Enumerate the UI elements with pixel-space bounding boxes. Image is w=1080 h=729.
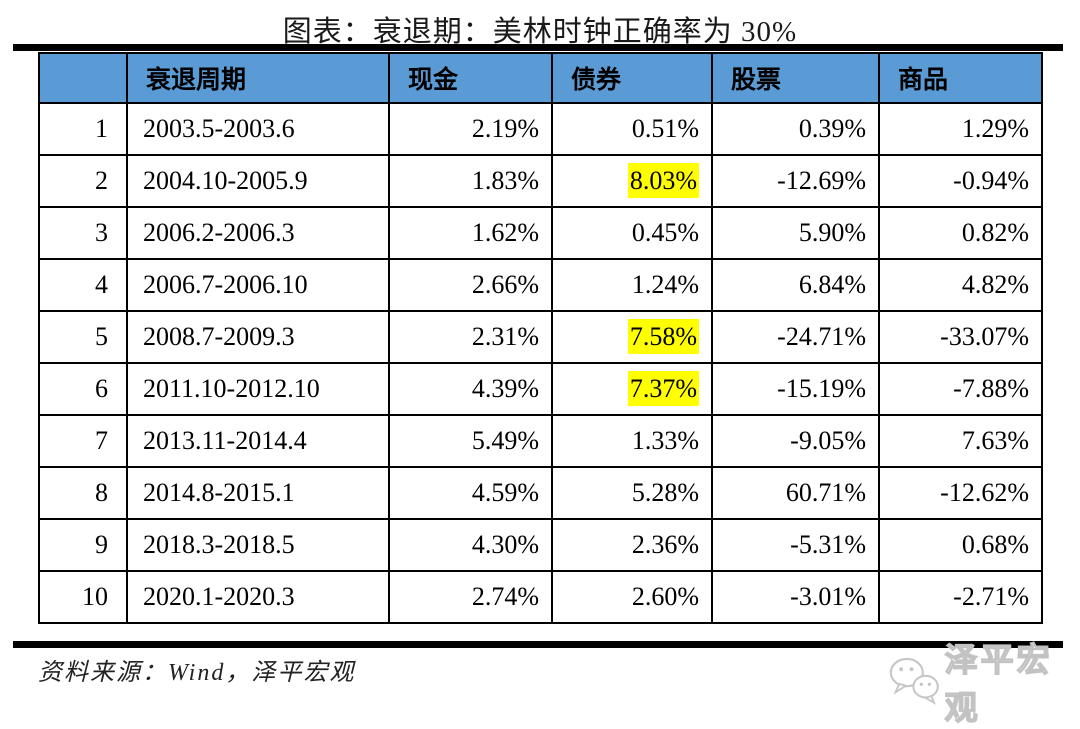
- cell-commodity: -12.62%: [878, 466, 1043, 520]
- header-cell-bond: 债券: [551, 52, 713, 104]
- cell-bond: 0.45%: [551, 206, 713, 260]
- cell-period: 2004.10-2005.9: [126, 154, 390, 208]
- cell-commodity: -0.94%: [878, 154, 1043, 208]
- cell-index: 5: [38, 310, 128, 364]
- cell-index: 3: [38, 206, 128, 260]
- cell-stock: 0.39%: [711, 102, 880, 156]
- cell-period: 2006.7-2006.10: [126, 258, 390, 312]
- watermark-label: 泽平宏观: [944, 640, 1053, 726]
- table-row: 4 2006.7-2006.10 2.66% 1.24% 6.84% 4.82%: [38, 258, 1043, 312]
- cell-period: 2006.2-2006.3: [126, 206, 390, 260]
- cell-period: 2008.7-2009.3: [126, 310, 390, 364]
- cell-stock: 5.90%: [711, 206, 880, 260]
- cell-index: 10: [38, 570, 128, 624]
- header-cell-commodity: 商品: [878, 52, 1043, 104]
- cell-period: 2014.8-2015.1: [126, 466, 390, 520]
- cell-period: 2003.5-2003.6: [126, 102, 390, 156]
- cell-stock: 6.84%: [711, 258, 880, 312]
- cell-commodity: -33.07%: [878, 310, 1043, 364]
- cell-index: 1: [38, 102, 128, 156]
- table-row: 8 2014.8-2015.1 4.59% 5.28% 60.71% -12.62%: [38, 466, 1043, 520]
- cell-cash: 5.49%: [388, 414, 553, 468]
- cell-index: 7: [38, 414, 128, 468]
- source-note: 资料来源：Wind，泽平宏观: [38, 660, 356, 686]
- cell-cash: 1.62%: [388, 206, 553, 260]
- cell-stock: -5.31%: [711, 518, 880, 572]
- cell-cash: 2.66%: [388, 258, 553, 312]
- header-cell-stock: 股票: [711, 52, 880, 104]
- cell-stock: 60.71%: [711, 466, 880, 520]
- cell-bond: 7.37%: [551, 362, 713, 416]
- table-row: 5 2008.7-2009.3 2.31% 7.58% -24.71% -33.07%: [38, 310, 1043, 364]
- cell-stock: -3.01%: [711, 570, 880, 624]
- cell-index: 8: [38, 466, 128, 520]
- table-row: 9 2018.3-2018.5 4.30% 2.36% -5.31% 0.68%: [38, 518, 1043, 572]
- cell-cash: 2.19%: [388, 102, 553, 156]
- watermark: 泽平宏观: [888, 633, 1080, 729]
- cell-period: 2011.10-2012.10: [126, 362, 390, 416]
- cell-bond: 8.03%: [551, 154, 713, 208]
- cell-index: 9: [38, 518, 128, 572]
- cell-commodity: 7.63%: [878, 414, 1043, 468]
- header-cell-period: 衰退周期: [126, 52, 390, 104]
- highlighted-value: 7.37%: [627, 371, 699, 406]
- page-title: 图表：衰退期：美林时钟正确率为 30%: [282, 16, 798, 48]
- cell-bond: 1.24%: [551, 258, 713, 312]
- cell-bond: 1.33%: [551, 414, 713, 468]
- cell-bond: 2.36%: [551, 518, 713, 572]
- header-cell-index: [38, 52, 128, 104]
- cell-bond: 7.58%: [551, 310, 713, 364]
- cell-index: 2: [38, 154, 128, 208]
- cell-commodity: 0.82%: [878, 206, 1043, 260]
- table-body: 1 2003.5-2003.6 2.19% 0.51% 0.39% 1.29% 2 2004.…: [38, 102, 1043, 624]
- cell-cash: 2.74%: [388, 570, 553, 624]
- table-row: 10 2020.1-2020.3 2.74% 2.60% -3.01% -2.71%: [38, 570, 1043, 624]
- bottom-rule: [13, 641, 1063, 648]
- cell-cash: 4.30%: [388, 518, 553, 572]
- table-row: 7 2013.11-2014.4 5.49% 1.33% -9.05% 7.63%: [38, 414, 1043, 468]
- cell-index: 4: [38, 258, 128, 312]
- cell-stock: -9.05%: [711, 414, 880, 468]
- cell-commodity: -2.71%: [878, 570, 1043, 624]
- cell-bond: 5.28%: [551, 466, 713, 520]
- cell-period: 2013.11-2014.4: [126, 414, 390, 468]
- cell-cash: 1.83%: [388, 154, 553, 208]
- table-header-row: 衰退周期 现金 债券 股票 商品: [38, 52, 1043, 104]
- cell-cash: 2.31%: [388, 310, 553, 364]
- table-row: 2 2004.10-2005.9 1.83% 8.03% -12.69% -0.94%: [38, 154, 1043, 208]
- top-rule: [13, 44, 1063, 51]
- highlighted-value: 8.03%: [627, 163, 699, 198]
- cell-bond: 2.60%: [551, 570, 713, 624]
- cell-bond: 0.51%: [551, 102, 713, 156]
- table-row: 3 2006.2-2006.3 1.62% 0.45% 5.90% 0.82%: [38, 206, 1043, 260]
- table-row: 1 2003.5-2003.6 2.19% 0.51% 0.39% 1.29%: [38, 102, 1043, 156]
- cell-stock: -15.19%: [711, 362, 880, 416]
- cell-commodity: -7.88%: [878, 362, 1043, 416]
- table-row: 6 2011.10-2012.10 4.39% 7.37% -15.19% -7.88%: [38, 362, 1043, 416]
- cell-period: 2020.1-2020.3: [126, 570, 390, 624]
- cell-cash: 4.59%: [388, 466, 553, 520]
- wechat-icon: [889, 657, 939, 705]
- cell-stock: -12.69%: [711, 154, 880, 208]
- cell-commodity: 0.68%: [878, 518, 1043, 572]
- cell-cash: 4.39%: [388, 362, 553, 416]
- cell-period: 2018.3-2018.5: [126, 518, 390, 572]
- highlighted-value: 7.58%: [627, 319, 699, 354]
- cell-commodity: 4.82%: [878, 258, 1043, 312]
- header-cell-cash: 现金: [388, 52, 553, 104]
- cell-index: 6: [38, 362, 128, 416]
- data-table: 衰退周期 现金 债券 股票 商品 1 2003.5-2003.6 2.19% 0.51…: [38, 52, 1043, 624]
- cell-stock: -24.71%: [711, 310, 880, 364]
- cell-commodity: 1.29%: [878, 102, 1043, 156]
